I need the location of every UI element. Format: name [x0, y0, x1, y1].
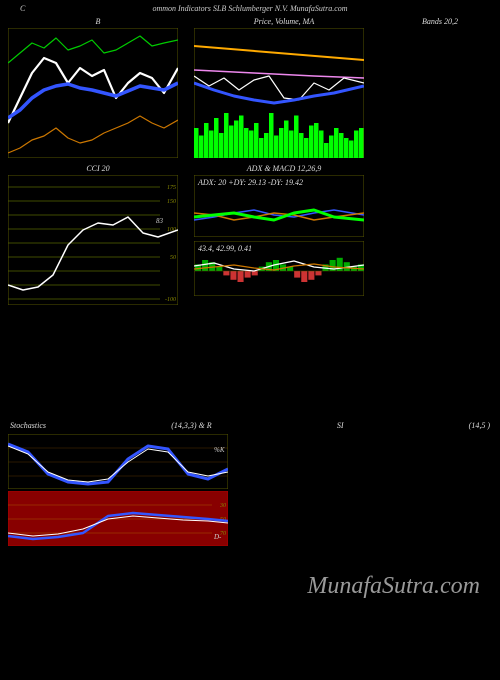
stoch-header: Stochastics (14,3,3) & R SI (14,5 )	[0, 421, 500, 434]
stoch-label-mid1: (14,3,3) & R	[171, 421, 211, 430]
bb-chart	[8, 28, 178, 158]
header-title: ommon Indicators SLB Schlumberger N.V. M…	[152, 4, 347, 13]
stoch-label-mid2: SI	[337, 421, 344, 430]
cci-panel: CCI 20 17515010050-10083	[8, 164, 188, 305]
svg-text:175: 175	[167, 185, 176, 191]
stoch-charts: %K 305070D-	[0, 434, 500, 546]
svg-text:D-: D-	[213, 533, 222, 541]
adx-macd-panel: ADX & MACD 12,26,9 ADX: 20 +DY: 29.13 -D…	[194, 164, 374, 305]
price-panel: Price, Volume, MA	[194, 17, 374, 158]
bands-title: Bands 20,2	[380, 17, 500, 26]
adx-title: ADX & MACD 12,26,9	[194, 164, 374, 173]
chart-grid: B Price, Volume, MA Bands 20,2 CCI 20 17…	[0, 17, 500, 311]
svg-text:%K: %K	[214, 446, 225, 454]
macd-chart: 43.4, 42.99, 0.41	[194, 241, 364, 296]
cci-title: CCI 20	[8, 164, 188, 173]
svg-text:30: 30	[219, 503, 226, 509]
stoch-section: Stochastics (14,3,3) & R SI (14,5 ) %K 3…	[0, 421, 500, 546]
page-header: C ommon Indicators SLB Schlumberger N.V.…	[0, 0, 500, 17]
svg-text:83: 83	[156, 217, 164, 225]
svg-text:150: 150	[167, 199, 176, 205]
price-title: Price, Volume, MA	[194, 17, 374, 26]
svg-text:-100: -100	[165, 297, 176, 303]
stoch-label-left: Stochastics	[10, 421, 46, 430]
header-letter: C	[20, 4, 25, 13]
bands-panel: Bands 20,2	[380, 17, 500, 158]
svg-text:ADX: 20 +DY: 29.13 -DY: 19.42: ADX: 20 +DY: 29.13 -DY: 19.42	[197, 178, 303, 187]
stoch-label-right: (14,5 )	[469, 421, 490, 430]
cci-chart: 17515010050-10083	[8, 175, 178, 305]
price-chart	[194, 28, 364, 158]
stoch-chart: %K	[8, 434, 228, 489]
rsi-chart: 305070D-	[8, 491, 228, 546]
svg-text:50: 50	[170, 255, 176, 261]
adx-chart: ADX: 20 +DY: 29.13 -DY: 19.42	[194, 175, 364, 237]
bb-title: B	[8, 17, 188, 26]
watermark: MunafaSutra.com	[307, 573, 480, 600]
bb-panel: B	[8, 17, 188, 158]
svg-text:43.4, 42.99, 0.41: 43.4, 42.99, 0.41	[198, 244, 252, 253]
